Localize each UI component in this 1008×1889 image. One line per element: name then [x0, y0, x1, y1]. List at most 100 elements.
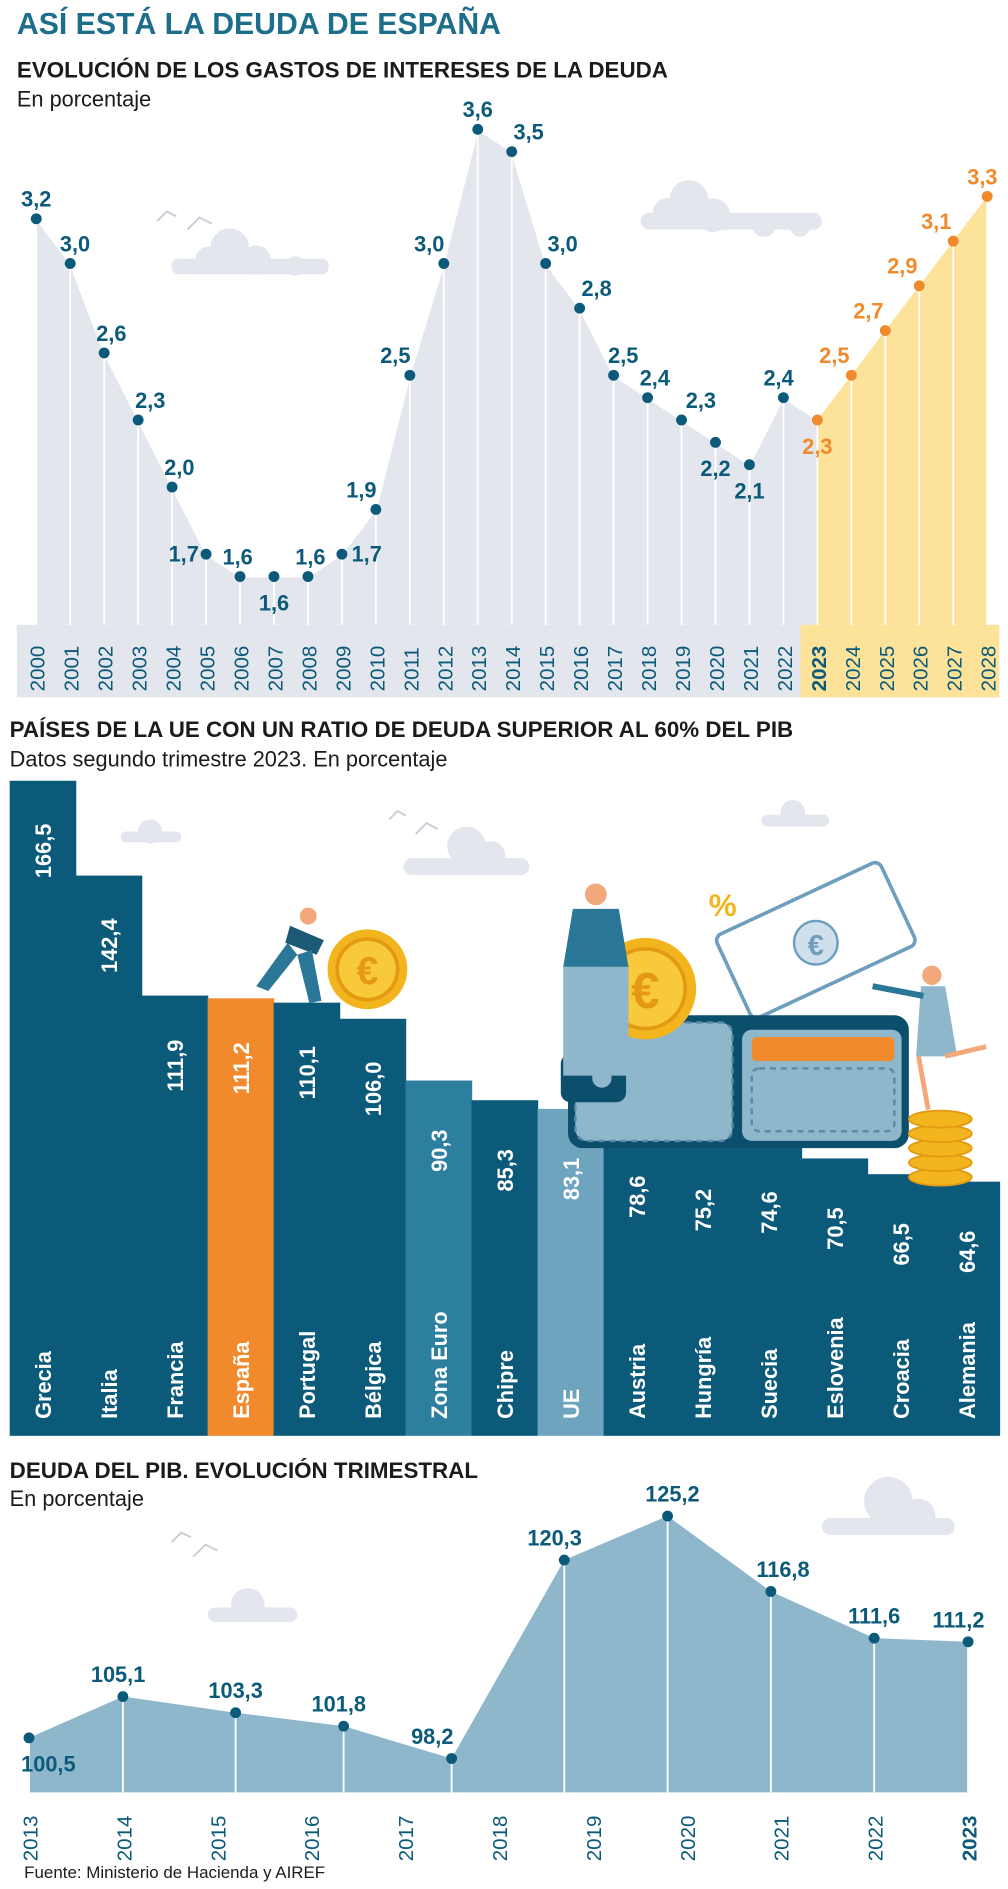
category-label: Alemania	[955, 1321, 980, 1419]
data-label: 3,5	[514, 120, 544, 145]
data-label: 103,3	[208, 1678, 262, 1703]
data-point	[845, 369, 857, 381]
x-tick-label: 2025	[876, 646, 899, 692]
data-point	[30, 213, 42, 225]
x-tick-label: 2023	[959, 1816, 982, 1862]
data-point	[446, 1753, 458, 1764]
value-label: 74,6	[757, 1191, 782, 1233]
svg-text:%: %	[709, 888, 737, 923]
x-tick-label: 2003	[129, 646, 152, 692]
data-label: 125,2	[645, 1482, 699, 1507]
data-point	[200, 548, 212, 560]
data-label: 101,8	[312, 1692, 366, 1717]
person-pushing-coin-icon	[256, 907, 324, 1004]
x-tick-label: 2024	[842, 646, 865, 692]
gdp-chart-subtitle: En porcentaje	[9, 1486, 144, 1511]
forecast-area	[817, 196, 988, 625]
data-label: 116,8	[756, 1557, 809, 1582]
eu-chart-title: PAÍSES DE LA UE CON UN RATIO DE DEUDA SU…	[9, 716, 794, 743]
data-point	[710, 436, 721, 448]
data-label: 111,6	[848, 1604, 900, 1629]
data-label: 1,9	[346, 477, 376, 502]
gdp-debt-chart: 100,5 105,1 103,3 101,8 98,2 120,3 125,2 116,8 1…	[19, 1476, 984, 1862]
data-label: 3,3	[967, 164, 997, 189]
data-point	[608, 369, 620, 381]
data-point	[23, 1732, 35, 1744]
bar	[9, 780, 77, 1436]
data-label: 2,4	[763, 366, 793, 391]
eu-debt-chart: 166,5 Grecia 142,4 Italia 111,9 Francia 111,2 E…	[9, 780, 1001, 1436]
value-label: 66,5	[889, 1223, 914, 1265]
data-point	[132, 414, 144, 426]
x-tick-label: 2023	[808, 646, 831, 692]
data-label: 3,0	[414, 231, 444, 256]
interest-chart-title: EVOLUCIÓN DE LOS GASTOS DE INTERESES DE …	[16, 56, 668, 83]
category-label: Hungría	[691, 1336, 716, 1419]
x-tick-label: 2009	[332, 646, 355, 692]
x-tick-label: 2018	[638, 646, 661, 692]
value-label: 111,2	[229, 1042, 254, 1094]
category-label: Bélgica	[361, 1341, 386, 1419]
bar	[339, 1018, 407, 1436]
historical-area	[36, 129, 818, 625]
interest-chart: 3,23,02,62,32,01,7 1,61,61,6 1,71,92,53,03…	[16, 97, 1001, 698]
data-label: 100,5	[21, 1752, 75, 1777]
data-point	[662, 1510, 674, 1522]
data-point	[506, 146, 518, 158]
x-tick-label: 2004	[163, 646, 186, 692]
x-tick-label: 2019	[583, 1816, 606, 1862]
data-label: 120,3	[527, 1526, 581, 1551]
data-label: 2,2	[700, 456, 730, 481]
x-tick-label: 2007	[264, 646, 287, 692]
category-label: España	[229, 1341, 254, 1419]
data-point	[438, 258, 450, 269]
x-tick-label: 2026	[910, 646, 933, 692]
data-point	[370, 503, 382, 515]
data-label: 2,7	[853, 298, 883, 323]
value-label: 75,2	[691, 1189, 716, 1231]
data-point	[268, 571, 280, 582]
data-label: 2,5	[380, 343, 410, 368]
decor-clouds	[170, 1476, 955, 1622]
value-label: 70,5	[823, 1207, 848, 1249]
data-label: 98,2	[411, 1724, 453, 1749]
x-tick-label: 2016	[570, 646, 593, 692]
data-point	[540, 258, 552, 269]
category-label: Suecia	[757, 1348, 782, 1419]
data-label: 2,3	[802, 434, 832, 459]
source-note: Fuente: Ministerio de Hacienda y AIREF	[24, 1862, 326, 1882]
data-point	[947, 235, 959, 247]
data-label: 2,4	[640, 366, 670, 391]
value-label: 106,0	[361, 1062, 386, 1116]
x-tick-label: 2021	[771, 1816, 794, 1862]
bar	[471, 1100, 539, 1436]
data-label: 3,1	[921, 209, 951, 234]
data-label: 1,7	[169, 541, 199, 566]
x-tick-label: 2013	[19, 1816, 42, 1862]
data-label: 2,3	[135, 388, 165, 413]
data-label: 2,1	[734, 479, 764, 504]
x-tick-label: 2015	[207, 1816, 230, 1862]
data-point	[472, 123, 484, 135]
x-tick-label: 2013	[468, 646, 491, 692]
x-tick-label: 2001	[61, 646, 84, 692]
x-tick-label: 2011	[400, 647, 423, 691]
data-point	[981, 190, 993, 202]
data-label: 2,3	[686, 388, 716, 413]
data-point	[676, 414, 687, 426]
bar	[933, 1181, 1001, 1436]
x-tick-label: 2010	[366, 646, 389, 692]
x-tick-label: 2019	[672, 646, 695, 692]
bar	[801, 1158, 869, 1436]
x-tick-label: 2027	[944, 646, 967, 692]
decor-clouds	[156, 180, 822, 276]
gdp-area	[29, 1516, 969, 1793]
category-label: Francia	[163, 1341, 188, 1419]
data-point	[744, 459, 755, 471]
x-tick-label: 2020	[706, 646, 729, 692]
x-tick-label: 2017	[395, 1816, 418, 1862]
category-label: Croacia	[889, 1338, 914, 1419]
data-point	[98, 347, 110, 359]
x-tick-label: 2017	[604, 646, 627, 692]
data-point	[811, 414, 823, 426]
